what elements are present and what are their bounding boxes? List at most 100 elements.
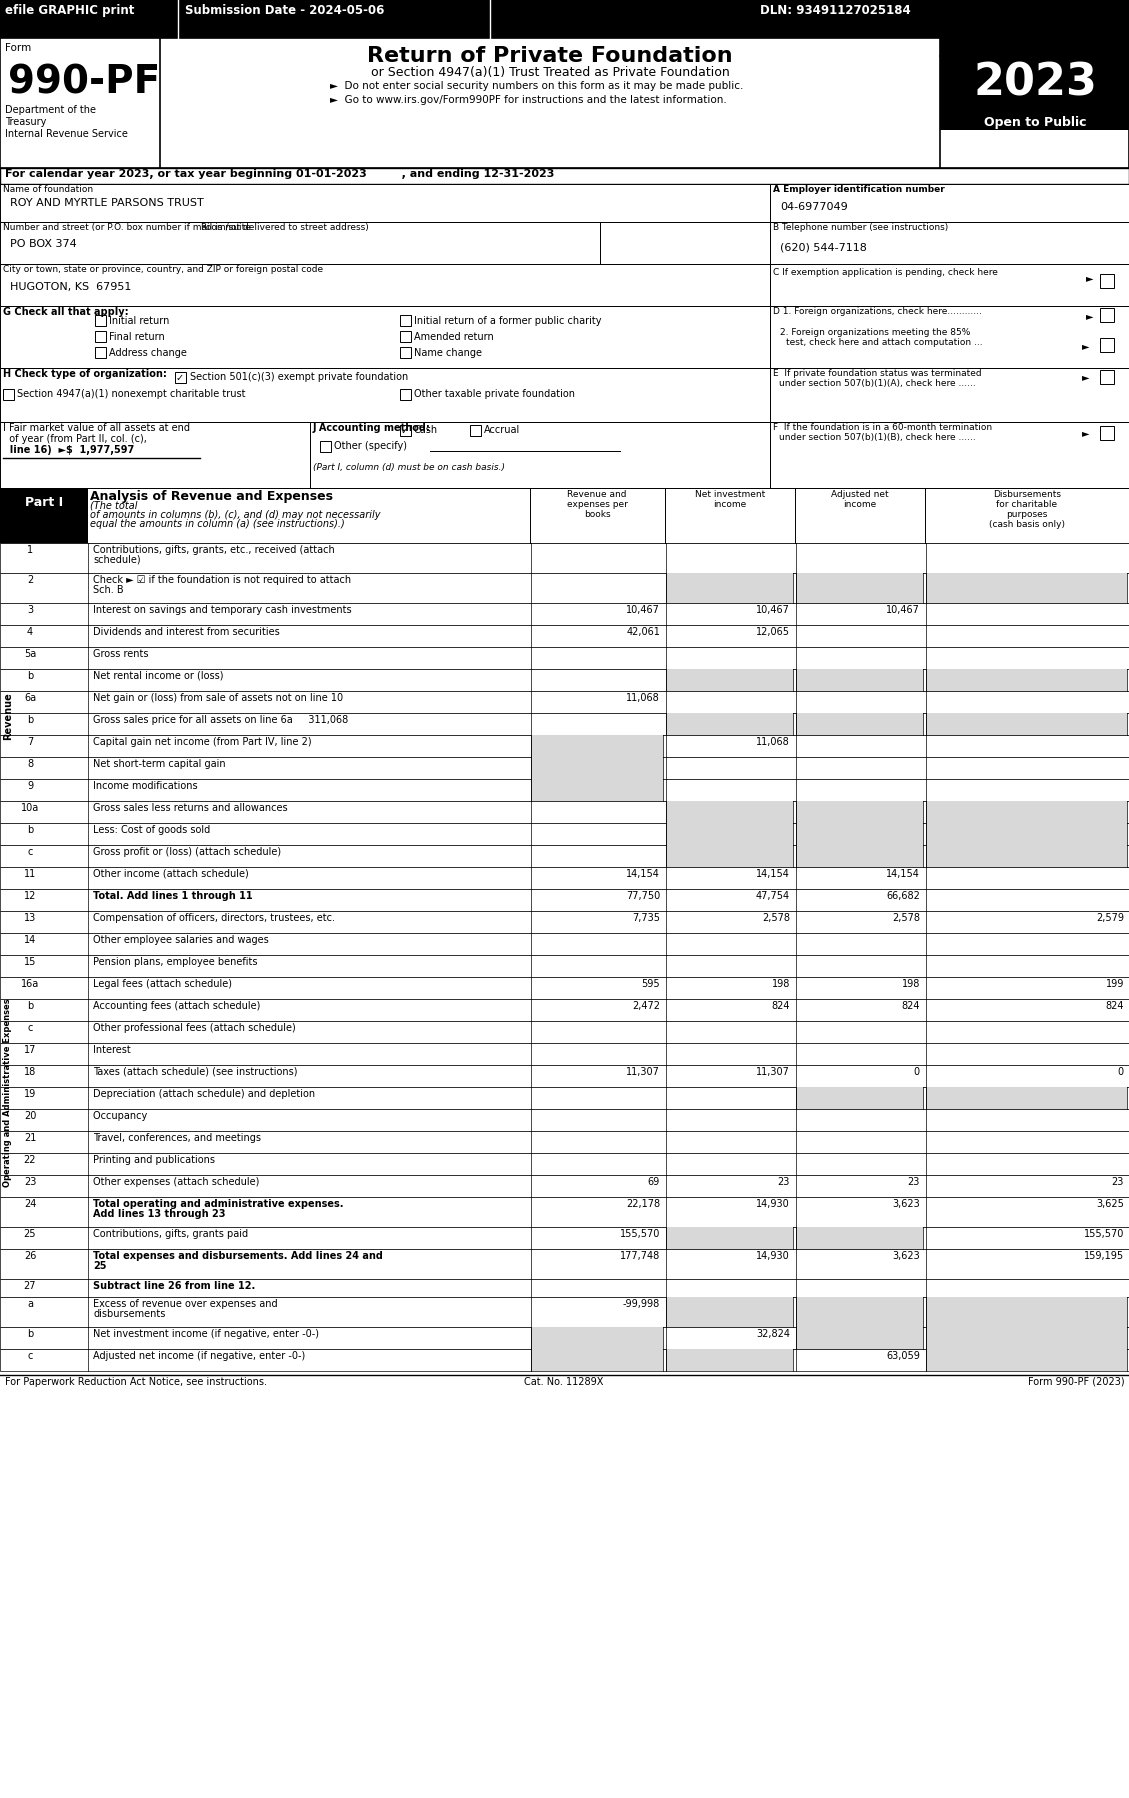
Text: Revenue: Revenue — [3, 692, 14, 739]
Text: c: c — [27, 1023, 33, 1034]
Text: 26: 26 — [24, 1251, 36, 1260]
Text: 27: 27 — [24, 1280, 36, 1291]
Text: Check ► ☑ if the foundation is not required to attach: Check ► ☑ if the foundation is not requi… — [93, 575, 351, 584]
Text: Gross profit or (loss) (attach schedule): Gross profit or (loss) (attach schedule) — [93, 847, 281, 858]
Bar — [0, 369, 770, 423]
Bar — [95, 315, 106, 325]
Text: Total operating and administrative expenses.: Total operating and administrative expen… — [93, 1199, 343, 1208]
Bar — [796, 1296, 924, 1327]
Bar — [926, 574, 1127, 602]
Text: ►: ► — [1086, 311, 1094, 322]
Bar — [531, 735, 663, 757]
Text: 4: 4 — [27, 628, 33, 636]
Text: 2. Foreign organizations meeting the 85%: 2. Foreign organizations meeting the 85% — [780, 327, 970, 336]
Text: 11,068: 11,068 — [756, 737, 790, 746]
Bar — [599, 221, 770, 264]
Text: Other income (attach schedule): Other income (attach schedule) — [93, 868, 283, 879]
Text: 18: 18 — [24, 1066, 36, 1077]
Text: (cash basis only): (cash basis only) — [989, 520, 1065, 529]
Text: 63,059: 63,059 — [886, 1350, 920, 1361]
Text: under section 507(b)(1)(A), check here ......: under section 507(b)(1)(A), check here .… — [779, 379, 975, 388]
Bar — [796, 1088, 924, 1109]
Text: 23: 23 — [908, 1178, 920, 1187]
Bar — [666, 845, 793, 867]
Bar — [0, 1000, 1129, 1021]
Text: books: books — [584, 511, 611, 520]
Text: DLN: 93491127025184: DLN: 93491127025184 — [760, 4, 911, 16]
Text: 824: 824 — [1105, 1001, 1124, 1010]
Text: Cat. No. 11289X: Cat. No. 11289X — [524, 1377, 604, 1386]
Text: 11,307: 11,307 — [627, 1066, 660, 1077]
Bar — [95, 331, 106, 342]
Text: 14,930: 14,930 — [756, 1251, 790, 1260]
Text: Open to Public
Inspection: Open to Public Inspection — [983, 117, 1086, 144]
Text: 155,570: 155,570 — [1084, 1230, 1124, 1239]
Bar — [0, 933, 1129, 955]
Bar — [0, 1296, 1129, 1327]
Text: 23: 23 — [778, 1178, 790, 1187]
Bar — [0, 714, 1129, 735]
Bar — [0, 1176, 1129, 1197]
Text: For Paperwork Reduction Act Notice, see instructions.: For Paperwork Reduction Act Notice, see … — [5, 1377, 266, 1386]
Bar — [926, 714, 1127, 735]
Text: 17: 17 — [24, 1045, 36, 1055]
Text: Legal fees (attach schedule): Legal fees (attach schedule) — [93, 978, 279, 989]
Text: 23: 23 — [24, 1178, 36, 1187]
Text: 14,154: 14,154 — [756, 868, 790, 879]
Text: test, check here and attach computation ...: test, check here and attach computation … — [786, 338, 982, 347]
Text: 2,579: 2,579 — [1096, 913, 1124, 922]
Text: F  If the foundation is in a 60-month termination: F If the foundation is in a 60-month ter… — [773, 423, 992, 432]
Text: 10,467: 10,467 — [627, 604, 660, 615]
Text: B Telephone number (see instructions): B Telephone number (see instructions) — [773, 223, 948, 232]
Bar — [531, 757, 663, 779]
Bar — [796, 845, 924, 867]
Bar — [666, 800, 793, 823]
Text: Section 4947(a)(1) nonexempt charitable trust: Section 4947(a)(1) nonexempt charitable … — [17, 388, 245, 399]
Text: 9: 9 — [27, 780, 33, 791]
Text: Net rental income or (loss): Net rental income or (loss) — [93, 671, 224, 681]
Text: 12: 12 — [24, 892, 36, 901]
Text: Total. Add lines 1 through 11: Total. Add lines 1 through 11 — [93, 892, 253, 901]
Bar — [926, 845, 1127, 867]
Text: ►: ► — [1082, 428, 1089, 439]
Text: E  If private foundation status was terminated: E If private foundation status was termi… — [773, 369, 981, 378]
Bar — [666, 714, 793, 735]
Bar — [531, 779, 663, 800]
Text: Net short-term capital gain: Net short-term capital gain — [93, 759, 282, 770]
Text: 0: 0 — [913, 1066, 920, 1077]
Bar — [770, 423, 1129, 487]
Bar — [0, 912, 1129, 933]
Text: Add lines 13 through 23: Add lines 13 through 23 — [93, 1208, 226, 1219]
Text: Compensation of officers, directors, trustees, etc.: Compensation of officers, directors, tru… — [93, 913, 335, 922]
Text: Cash: Cash — [414, 424, 438, 435]
Text: 1: 1 — [27, 545, 33, 556]
Text: purposes: purposes — [1006, 511, 1048, 520]
Text: disbursements: disbursements — [93, 1309, 165, 1320]
Text: ►: ► — [1086, 273, 1094, 282]
Bar — [926, 1348, 1127, 1372]
Text: income: income — [714, 500, 746, 509]
Text: Treasury: Treasury — [5, 117, 46, 128]
Text: ►  Do not enter social security numbers on this form as it may be made public.: ► Do not enter social security numbers o… — [330, 81, 743, 92]
Text: Printing and publications: Printing and publications — [93, 1154, 283, 1165]
Text: HUGOTON, KS  67951: HUGOTON, KS 67951 — [10, 282, 131, 291]
Text: 11,307: 11,307 — [756, 1066, 790, 1077]
Text: b: b — [27, 825, 33, 834]
Text: For calendar year 2023, or tax year beginning 01-01-2023         , and ending 12: For calendar year 2023, or tax year begi… — [5, 169, 554, 180]
Text: 2,472: 2,472 — [632, 1001, 660, 1010]
Text: 990-PF: 990-PF — [8, 63, 160, 101]
Text: Less: Cost of goods sold: Less: Cost of goods sold — [93, 825, 257, 834]
Text: b: b — [27, 716, 33, 725]
Text: C If exemption application is pending, check here: C If exemption application is pending, c… — [773, 268, 998, 277]
Text: 15: 15 — [24, 957, 36, 967]
Text: 7,735: 7,735 — [632, 913, 660, 922]
Bar — [666, 823, 793, 845]
Bar — [666, 1226, 793, 1250]
Text: Address change: Address change — [110, 349, 187, 358]
Text: Name of foundation: Name of foundation — [3, 185, 93, 194]
Text: 14: 14 — [24, 935, 36, 946]
Text: 14,154: 14,154 — [886, 868, 920, 879]
Text: Occupancy: Occupancy — [93, 1111, 247, 1120]
Bar — [1100, 307, 1114, 322]
Text: for charitable: for charitable — [997, 500, 1058, 509]
